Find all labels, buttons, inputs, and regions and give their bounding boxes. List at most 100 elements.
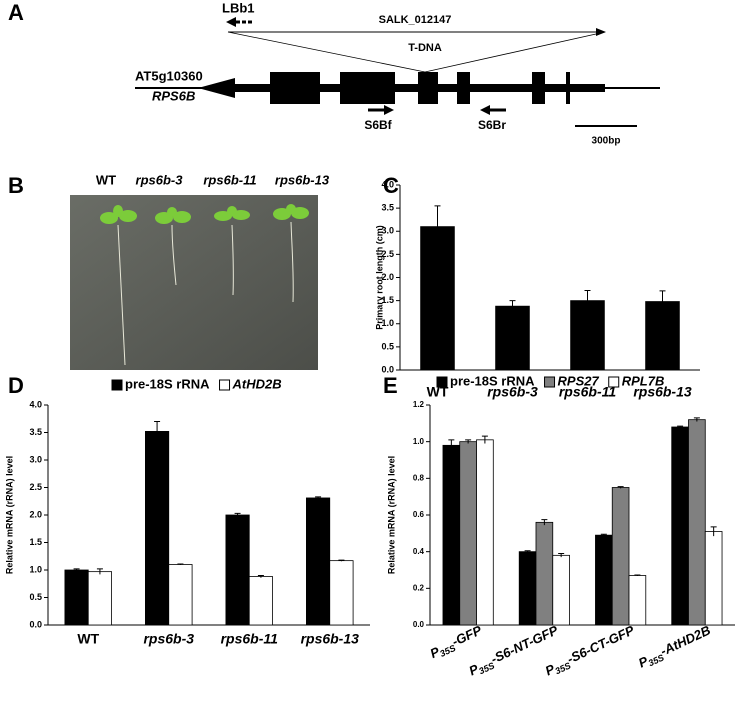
bar <box>628 575 647 626</box>
legend-label: RPS27 <box>558 373 600 388</box>
error-bar <box>541 519 548 526</box>
legend-swatch <box>111 379 123 391</box>
exon <box>270 72 320 104</box>
error-bar <box>234 512 241 517</box>
y-tick-label: 4.0 <box>381 179 394 189</box>
bar <box>476 439 494 626</box>
bar <box>459 441 477 626</box>
y-tick-label: 0.4 <box>413 547 425 556</box>
legend-label: pre-18S rRNA <box>450 373 535 388</box>
y-tick-label: 2.5 <box>29 482 42 492</box>
legend-label: AtHD2B <box>232 376 282 391</box>
y-tick-label: 0.5 <box>29 592 42 602</box>
exon <box>457 72 470 104</box>
exon <box>532 72 545 104</box>
x-tick-label: rps6b-11 <box>221 631 279 647</box>
error-bar <box>634 574 641 577</box>
error-bar <box>659 290 666 313</box>
panel-label: E <box>383 373 398 398</box>
line-label: WT <box>96 172 116 187</box>
leaves <box>100 204 309 224</box>
error-bar <box>600 533 607 537</box>
x-tick-label: rps6b-13 <box>633 384 692 400</box>
x-tick-label: rps6b-11 <box>559 384 617 400</box>
error-bar <box>509 300 516 312</box>
primer-arrow-head <box>226 17 236 27</box>
error-bar <box>558 553 565 558</box>
error-bar <box>177 563 184 566</box>
y-tick-label: 2.0 <box>381 272 394 282</box>
x-tick-label: rps6b-3 <box>143 631 194 647</box>
x-tick-label: WT <box>427 384 449 400</box>
y-tick-label: 3.0 <box>381 226 394 236</box>
y-tick-label: 0.0 <box>29 619 42 629</box>
bar <box>420 226 455 371</box>
y-tick-label: 4.0 <box>29 399 42 409</box>
bar <box>495 305 530 371</box>
bar <box>535 521 554 626</box>
line-label: rps6b-3 <box>136 172 184 187</box>
y-tick-label: 3.0 <box>29 454 42 464</box>
error-bar <box>617 486 624 489</box>
error-bar <box>257 575 264 578</box>
primer-label: S6Bf <box>364 118 392 132</box>
y-tick-label: 1.5 <box>29 537 42 547</box>
y-tick-label: 2.0 <box>29 509 42 519</box>
exon <box>418 72 438 104</box>
bar <box>329 560 354 626</box>
error-bar <box>73 568 80 572</box>
panel-label: B <box>8 173 24 198</box>
bar <box>145 430 170 626</box>
y-axis-label: Relative mRNA (rRNA) level <box>4 456 14 574</box>
legend-swatch <box>436 376 448 388</box>
y-tick-label: 2.5 <box>381 249 394 259</box>
bar <box>442 444 461 626</box>
x-tick-label: P35S-AtHD2B <box>636 623 715 673</box>
primer-arrow-head <box>384 105 394 115</box>
insert-arrow-head <box>596 28 606 36</box>
y-tick-label: 1.2 <box>413 400 425 409</box>
error-bar <box>154 421 161 442</box>
legend-swatch <box>544 376 556 388</box>
error-bar <box>584 289 591 311</box>
error-bar <box>481 435 488 444</box>
bar <box>611 487 630 626</box>
primer-label: S6Br <box>478 118 506 132</box>
y-tick-label: 0.0 <box>413 620 425 629</box>
legend-label: RPL7B <box>622 373 665 388</box>
gene-id: AT5g10360 <box>135 68 203 83</box>
bar <box>225 514 250 626</box>
bar <box>595 534 613 626</box>
error-bar <box>677 425 684 428</box>
gene-name: RPS6B <box>152 88 195 103</box>
bar <box>671 426 689 626</box>
panel-label: D <box>8 373 24 398</box>
exon <box>566 72 570 104</box>
error-bar <box>524 550 531 553</box>
bar <box>306 497 331 626</box>
error-bar <box>434 205 441 248</box>
seedling-photo: B WT rps6b-3 rps6b-11 rps6b-13 <box>8 172 330 370</box>
x-tick-label: P35S-GFP <box>427 623 486 663</box>
bar <box>248 576 273 626</box>
bar <box>570 300 605 371</box>
y-axis-label: Relative mRNA (rRNA) level <box>386 456 396 574</box>
y-tick-label: 0.8 <box>413 473 425 482</box>
y-tick-label: 0.2 <box>413 583 425 592</box>
bar <box>645 301 680 371</box>
primer-arrow-head <box>480 105 490 115</box>
error-bar <box>693 417 700 422</box>
y-tick-label: 3.5 <box>29 427 42 437</box>
legend-label: pre-18S rRNA <box>125 376 210 391</box>
y-tick-label: 0.5 <box>381 341 394 351</box>
gene-body <box>225 84 605 92</box>
scale-label: 300bp <box>592 136 621 147</box>
bar <box>168 564 193 626</box>
bar <box>552 554 570 626</box>
primer-label: LBb1 <box>222 0 255 15</box>
roots <box>117 221 294 366</box>
bar <box>518 551 537 626</box>
y-tick-label: 0.6 <box>413 510 425 519</box>
y-tick-label: 1.0 <box>413 437 425 446</box>
